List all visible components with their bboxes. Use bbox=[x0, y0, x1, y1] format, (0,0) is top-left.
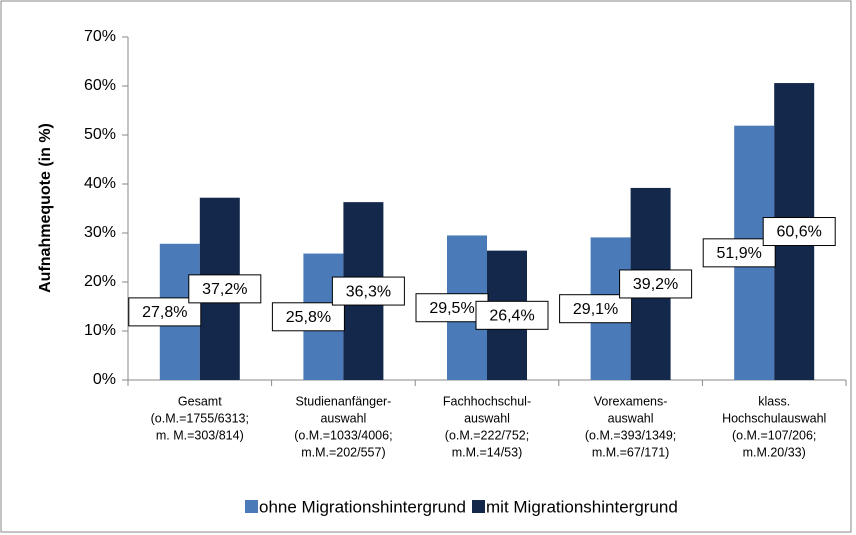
x-tick-label: m.M.=202/557) bbox=[301, 445, 385, 459]
y-tick-label: 60% bbox=[84, 77, 116, 94]
data-label-box bbox=[188, 274, 262, 304]
x-tick-label: (o.M.=1755/6313; bbox=[151, 411, 249, 425]
data-label: 29,5% bbox=[429, 300, 474, 317]
legend-swatch bbox=[472, 500, 485, 513]
x-tick-label: (o.M.=107/206; bbox=[732, 428, 816, 442]
y-tick-label: 30% bbox=[84, 224, 116, 241]
x-tick-label: (o.M.=393/1349; bbox=[585, 428, 676, 442]
x-tick-label: auswahl bbox=[608, 411, 654, 425]
x-tick-label: m.M.=14/53) bbox=[452, 445, 523, 459]
data-label: 51,9% bbox=[717, 245, 762, 262]
data-label-box bbox=[331, 276, 405, 306]
x-tick-label: Hochschulauswahl bbox=[722, 411, 826, 425]
data-label: 36,3% bbox=[346, 283, 391, 300]
data-label: 26,4% bbox=[489, 308, 534, 325]
legend-swatch bbox=[245, 500, 258, 513]
data-label-box bbox=[271, 302, 345, 332]
x-tick-label: m.M.=67/171) bbox=[592, 445, 669, 459]
data-label: 29,1% bbox=[573, 301, 618, 318]
y-tick-label: 70% bbox=[84, 28, 116, 45]
y-tick-label: 10% bbox=[84, 322, 116, 339]
legend-label: mit Migrationshintergrund bbox=[486, 497, 678, 516]
x-tick-label: m. M.=303/814) bbox=[156, 428, 244, 442]
y-tick-label: 0% bbox=[93, 371, 116, 388]
data-label-box bbox=[619, 269, 693, 299]
y-tick-label: 20% bbox=[84, 273, 116, 290]
data-label: 27,8% bbox=[142, 304, 187, 321]
x-tick-label: auswahl bbox=[320, 411, 366, 425]
x-tick-label: m.M.20/33) bbox=[743, 445, 806, 459]
x-tick-label: (o.M.=222/752; bbox=[445, 428, 529, 442]
data-label: 60,6% bbox=[777, 224, 822, 241]
y-tick-label: 50% bbox=[84, 126, 116, 143]
x-tick-label: Gesamt bbox=[178, 394, 222, 408]
x-tick-label: klass. bbox=[758, 394, 790, 408]
x-tick-label: auswahl bbox=[464, 411, 510, 425]
data-label: 37,2% bbox=[202, 281, 247, 298]
data-label-box bbox=[762, 217, 836, 247]
data-label: 39,2% bbox=[633, 276, 678, 293]
x-tick-label: Vorexamens- bbox=[594, 394, 668, 408]
x-tick-label: Studienanfänger- bbox=[295, 394, 391, 408]
data-label-box bbox=[559, 294, 633, 324]
x-tick-label: (o.M.=1033/4006; bbox=[294, 428, 392, 442]
x-tick-label: Fachhochschul- bbox=[443, 394, 531, 408]
legend-label: ohne Migrationshintergrund bbox=[259, 497, 466, 516]
y-tick-label: 40% bbox=[84, 175, 116, 192]
data-label: 25,8% bbox=[286, 309, 331, 326]
y-axis-label: Aufnahmequote (in %) bbox=[37, 123, 54, 293]
data-label-box bbox=[475, 300, 549, 330]
